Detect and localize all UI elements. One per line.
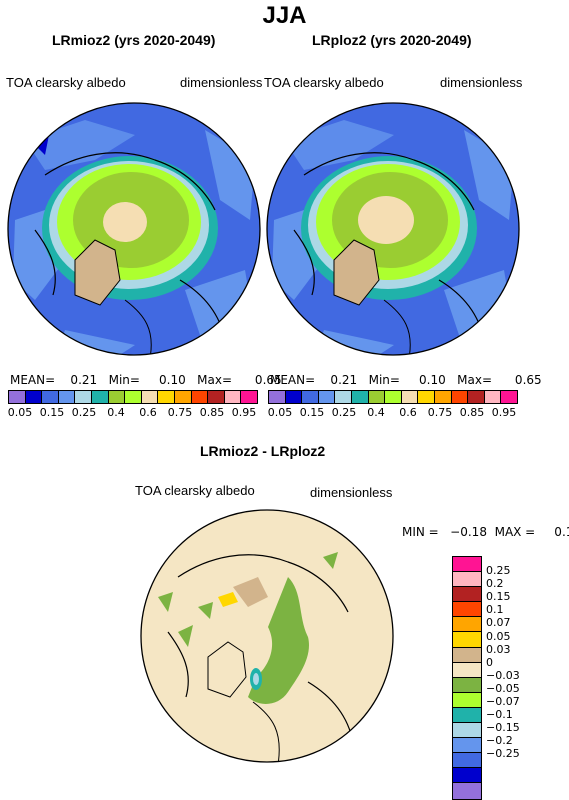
colorbar-swatch (453, 692, 481, 708)
colorbar-swatch (302, 391, 319, 403)
colorbar-swatch (141, 391, 159, 403)
colorbar-swatch (42, 391, 59, 403)
diff-title: LRmioz2 - LRploz2 (200, 443, 326, 459)
panel2-units-label: dimensionless (440, 75, 523, 90)
colorbar-swatch (9, 391, 26, 403)
colorbar-tick-label: 0 (486, 655, 493, 669)
colorbar-swatch (318, 391, 336, 403)
panel2-colorbar (268, 390, 518, 404)
colorbar-swatch (285, 391, 303, 403)
colorbar-swatch (335, 391, 352, 403)
colorbar-tick-label: −0.2 (486, 734, 513, 748)
colorbar-tick-label: 0.05 (7, 406, 33, 419)
colorbar-tick-label: 0.1 (486, 603, 504, 617)
colorbar-tick-label: 0.95 (491, 406, 517, 419)
diff-colorbar-labels: 0.25 0.2 0.15 0.1 0.07 0.05 0.03 0 −0.03 −0.05 −0.… (486, 556, 546, 798)
panel1-colorbar (8, 390, 258, 404)
colorbar-swatch (224, 391, 242, 403)
panel1-units-label: dimensionless (180, 75, 263, 90)
panel2-field-label: TOA clearsky albedo (264, 75, 384, 90)
colorbar-tick-label: 0.2 (486, 577, 504, 591)
colorbar-swatch (191, 391, 209, 403)
colorbar-swatch (453, 753, 481, 769)
panel1-field-label: TOA clearsky albedo (6, 75, 126, 90)
colorbar-swatch (125, 391, 142, 403)
figure-title: JJA (262, 2, 307, 29)
panel1-polar-map (7, 102, 261, 356)
colorbar-swatch (453, 662, 481, 678)
colorbar-tick-label: −0.07 (486, 695, 520, 708)
colorbar-tick-label: 0.03 (486, 642, 511, 656)
colorbar-swatch (453, 647, 481, 663)
colorbar-tick-label: −0.1 (486, 708, 513, 722)
colorbar-tick-label: 0.25 (71, 406, 97, 419)
diff-stats: MIN = −0.18 MAX = 0.10 (402, 525, 569, 539)
colorbar-swatch (269, 391, 286, 403)
colorbar-swatch (434, 391, 452, 403)
panel2-colorbar-labels: 0.05 0.15 0.25 0.4 0.6 0.75 0.85 0.95 (267, 406, 517, 420)
colorbar-tick-label: 0.4 (367, 406, 385, 419)
colorbar-tick-label: −0.25 (486, 747, 520, 761)
colorbar-swatch (75, 391, 92, 403)
panel2-stats: MEAN= 0.21 Min= 0.10 Max= 0.65 (270, 373, 542, 387)
colorbar-swatch (453, 783, 481, 799)
colorbar-tick-label: 0.07 (486, 616, 511, 630)
colorbar-swatch (484, 391, 502, 403)
colorbar-tick-label: 0.6 (139, 406, 157, 419)
colorbar-swatch (453, 723, 481, 739)
panel1-stats: MEAN= 0.21 Min= 0.10 Max= 0.65 (10, 373, 282, 387)
colorbar-tick-label: −0.03 (486, 668, 520, 682)
colorbar-swatch (401, 391, 419, 403)
colorbar-swatch (385, 391, 402, 403)
colorbar-swatch (208, 391, 225, 403)
colorbar-swatch (58, 391, 76, 403)
colorbar-tick-label: 0.4 (107, 406, 125, 419)
colorbar-swatch (453, 602, 481, 618)
diff-polar-map (140, 509, 394, 763)
diff-colorbar (452, 556, 482, 800)
colorbar-tick-label: 0.25 (486, 564, 511, 577)
colorbar-swatch (158, 391, 175, 403)
colorbar-tick-label: 0.75 (167, 406, 193, 419)
colorbar-swatch (418, 391, 435, 403)
colorbar-tick-label: 0.85 (199, 406, 225, 419)
colorbar-swatch (453, 572, 481, 588)
panel1-title: LRmioz2 (yrs 2020-2049) (52, 32, 216, 48)
colorbar-swatch (468, 391, 485, 403)
colorbar-swatch (453, 768, 481, 784)
diff-field-label: TOA clearsky albedo (135, 483, 255, 498)
panel1-colorbar-labels: 0.05 0.15 0.25 0.4 0.6 0.75 0.85 0.95 (7, 406, 257, 420)
colorbar-tick-label: −0.15 (486, 721, 520, 735)
colorbar-swatch (241, 391, 257, 403)
colorbar-tick-label: 0.15 (486, 590, 511, 604)
colorbar-swatch (453, 707, 481, 724)
colorbar-swatch (368, 391, 386, 403)
colorbar-swatch (25, 391, 43, 403)
colorbar-swatch (453, 677, 481, 693)
colorbar-swatch (453, 632, 481, 648)
colorbar-swatch (453, 557, 481, 573)
colorbar-swatch (351, 391, 369, 403)
colorbar-tick-label: 0.6 (399, 406, 417, 419)
colorbar-swatch (501, 391, 517, 403)
colorbar-swatch (91, 391, 109, 403)
colorbar-tick-label: 0.05 (267, 406, 293, 419)
colorbar-swatch (453, 738, 481, 754)
panel2-title: LRploz2 (yrs 2020-2049) (312, 32, 472, 48)
colorbar-tick-label: 0.05 (486, 629, 511, 643)
colorbar-swatch (453, 587, 481, 603)
colorbar-swatch (174, 391, 192, 403)
colorbar-tick-label: 0.15 (299, 406, 325, 419)
panel2-polar-map (266, 102, 520, 356)
colorbar-swatch (451, 391, 469, 403)
colorbar-swatch (453, 617, 481, 633)
diff-units-label: dimensionless (310, 485, 393, 500)
colorbar-tick-label: −0.05 (486, 681, 520, 695)
colorbar-tick-label: 0.95 (231, 406, 257, 419)
colorbar-tick-label: 0.25 (331, 406, 357, 419)
colorbar-tick-label: 0.15 (39, 406, 65, 419)
colorbar-swatch (108, 391, 126, 403)
colorbar-tick-label: 0.85 (459, 406, 485, 419)
colorbar-tick-label: 0.75 (427, 406, 453, 419)
